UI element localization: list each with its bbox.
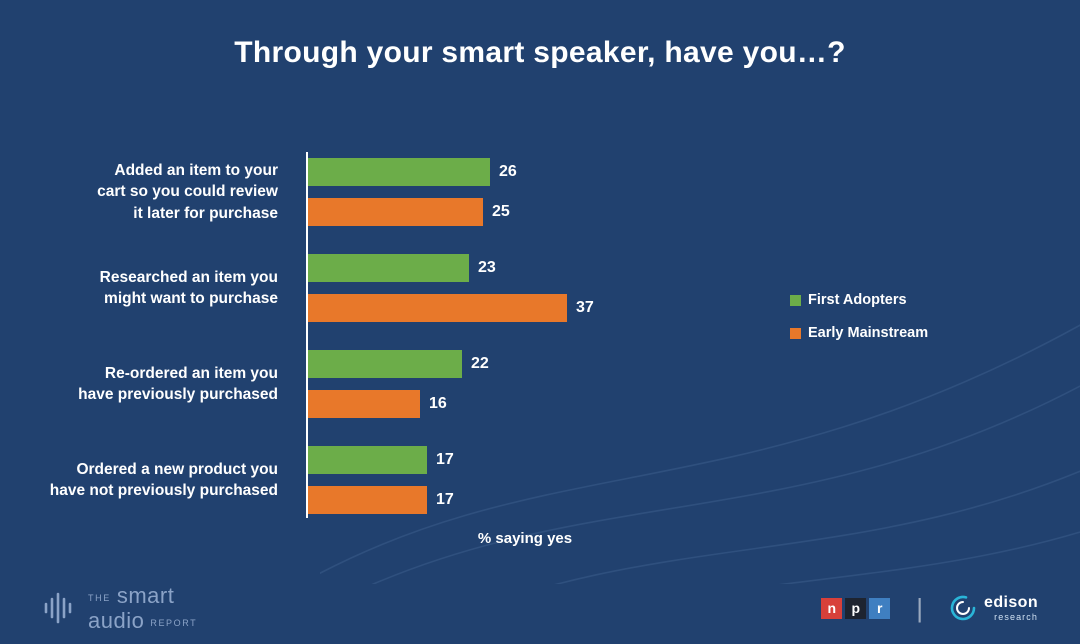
edison-research-logo: edison research — [949, 594, 1038, 622]
legend-label: Early Mainstream — [808, 325, 929, 341]
bar-chart: Added an item to your cart so you could … — [0, 152, 800, 518]
slide: { "title": "Through your smart speaker, … — [0, 36, 1080, 644]
chart-legend: First Adopters Early Mainstream — [790, 292, 928, 341]
npr-tile: r — [869, 597, 891, 619]
bar-early-mainstream — [308, 294, 567, 322]
bar-row: 25 — [308, 198, 517, 226]
smart-audio-report-logo: THE smart audio REPORT — [42, 584, 197, 633]
chart-title: Through your smart speaker, have you…? — [234, 36, 846, 69]
edison-name: edison — [984, 593, 1038, 611]
bar-early-mainstream — [308, 198, 483, 226]
bar-row: 17 — [308, 446, 454, 474]
footer-divider: | — [916, 592, 924, 623]
chart-category-group: Added an item to your cart so you could … — [0, 158, 800, 226]
bar-value-label: 17 — [436, 451, 454, 468]
category-label: Re-ordered an item you have previously p… — [78, 364, 278, 403]
bar-pair: 22 16 — [308, 350, 489, 418]
bar-first-adopters — [308, 446, 427, 474]
bar-value-label: 16 — [429, 395, 447, 412]
chart-category-group: Ordered a new product you have not previ… — [0, 446, 800, 514]
npr-tile: p — [845, 597, 867, 619]
npr-tile: n — [821, 597, 843, 619]
bar-row: 37 — [308, 294, 594, 322]
bar-first-adopters — [308, 254, 469, 282]
bar-value-label: 37 — [576, 299, 594, 316]
bar-row: 16 — [308, 390, 489, 418]
edison-icon — [950, 595, 976, 621]
category-label: Ordered a new product you have not previ… — [49, 460, 278, 499]
bar-row: 22 — [308, 350, 489, 378]
footer: THE smart audio REPORT n p r | edison rese… — [0, 572, 1080, 644]
legend-item-early-mainstream: Early Mainstream — [790, 325, 928, 341]
brand-report: REPORT — [150, 617, 198, 628]
bar-value-label: 25 — [492, 203, 510, 220]
legend-swatch — [790, 294, 801, 306]
bar-first-adopters — [308, 350, 462, 378]
footer-logos: n p r | edison research — [821, 593, 1038, 624]
npr-logo: n p r — [821, 597, 891, 619]
y-axis-line — [306, 152, 308, 518]
bar-pair: 23 37 — [308, 254, 594, 322]
category-label: Added an item to your cart so you could … — [97, 161, 278, 222]
legend-swatch — [790, 327, 801, 339]
bar-value-label: 26 — [499, 163, 517, 180]
brand-the: THE — [88, 592, 111, 603]
bar-first-adopters — [308, 158, 490, 186]
bar-pair: 26 25 — [308, 158, 517, 226]
legend-item-first-adopters: First Adopters — [790, 292, 928, 308]
edison-sub: research — [994, 611, 1038, 622]
chart-category-group: Researched an item you might want to pur… — [0, 254, 800, 322]
bar-pair: 17 17 — [308, 446, 454, 514]
brand-text: THE smart audio REPORT — [88, 584, 197, 633]
waveform-icon — [44, 592, 72, 624]
bar-value-label: 17 — [436, 491, 454, 508]
x-axis-label: % saying yes — [477, 530, 573, 547]
bar-row: 23 — [308, 254, 594, 282]
bar-row: 17 — [308, 486, 454, 514]
bar-early-mainstream — [308, 486, 427, 514]
bar-row: 26 — [308, 158, 517, 186]
brand-audio: audio — [88, 607, 145, 633]
brand-smart: smart — [116, 582, 175, 608]
legend-label: First Adopters — [808, 292, 907, 308]
bar-value-label: 22 — [471, 355, 489, 372]
category-label: Researched an item you might want to pur… — [99, 268, 278, 307]
chart-category-group: Re-ordered an item you have previously p… — [0, 350, 800, 418]
chart-groups: Added an item to your cart so you could … — [0, 158, 800, 514]
bar-value-label: 23 — [478, 259, 496, 276]
bar-early-mainstream — [308, 390, 420, 418]
